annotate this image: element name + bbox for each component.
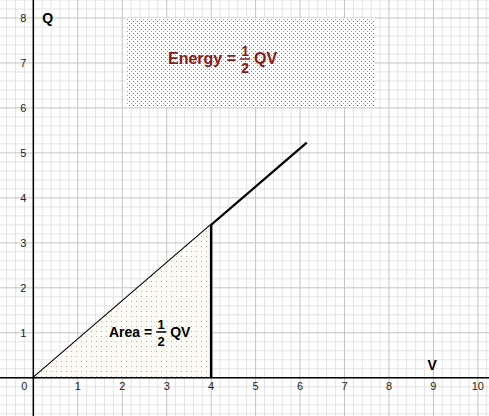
minor-grid-line (486, 0, 487, 416)
minor-grid-line (6, 0, 7, 416)
minor-grid-line (0, 260, 489, 261)
minor-grid-line (0, 179, 489, 180)
minor-grid-line (0, 224, 489, 225)
minor-grid-line (442, 0, 443, 416)
x-tick-label: 3 (164, 380, 170, 392)
x-tick-label: 9 (430, 380, 436, 392)
grid-line (0, 152, 489, 153)
annotation-numerator: 1 (241, 43, 249, 59)
minor-grid-line (0, 278, 489, 279)
minor-grid-line (0, 395, 489, 396)
x-tick-label: 6 (297, 380, 303, 392)
annotation-denominator: 2 (158, 334, 165, 349)
x-tick-label: 2 (119, 380, 125, 392)
y-tick-label: 7 (20, 57, 26, 69)
grid-line (477, 0, 478, 416)
minor-grid-line (424, 0, 425, 416)
area (33, 225, 211, 378)
x-tick-label: 8 (386, 380, 392, 392)
minor-grid-line (0, 134, 489, 135)
line (33, 143, 306, 378)
y-tick-label: 6 (20, 102, 26, 114)
y-tick-label: 5 (20, 147, 26, 159)
minor-grid-line (0, 161, 489, 162)
minor-grid-line (0, 0, 489, 1)
chart: 01234567891012345678QVEnergy =12QVArea =… (0, 0, 489, 416)
grid-line (0, 242, 489, 243)
minor-grid-line (460, 0, 461, 416)
annotation-text: Energy = (168, 50, 236, 67)
minor-grid-line (397, 0, 398, 416)
minor-grid-line (0, 314, 489, 315)
grid-line (0, 332, 489, 333)
minor-grid-line (0, 233, 489, 234)
x-tick-label: 4 (208, 380, 214, 392)
minor-grid-line (0, 8, 489, 9)
minor-grid-line (51, 0, 52, 416)
minor-grid-line (0, 386, 489, 387)
y-tick-label: 2 (20, 282, 26, 294)
annotation-suffix: QV (170, 324, 191, 340)
minor-grid-line (0, 404, 489, 405)
minor-grid-line (0, 188, 489, 189)
x-tick-label: 10 (472, 380, 484, 392)
plot-data (33, 143, 306, 378)
minor-grid-line (0, 125, 489, 126)
y-tick-label: 1 (20, 327, 26, 339)
minor-grid-line (0, 251, 489, 252)
fraction-bar (156, 331, 166, 333)
minor-grid-line (0, 143, 489, 144)
x-axis (0, 377, 489, 379)
y-axis (33, 0, 35, 416)
x-tick-label: 0 (21, 380, 27, 392)
grid-line (0, 377, 489, 378)
minor-grid-line (451, 0, 452, 416)
minor-grid-line (15, 0, 16, 416)
minor-grid-line (0, 323, 489, 324)
x-axis-label: V (427, 357, 437, 373)
minor-grid-line (0, 215, 489, 216)
annotation: Energy = 12 QV (168, 43, 277, 76)
grid (0, 0, 489, 416)
minor-grid-line (380, 0, 381, 416)
minor-grid-line (0, 305, 489, 306)
annotation-numerator: 1 (158, 317, 165, 332)
annotation-denominator: 2 (241, 60, 249, 76)
minor-grid-line (0, 170, 489, 171)
minor-grid-line (0, 269, 489, 270)
annotation-text: Area = (109, 324, 152, 340)
minor-grid-line (42, 0, 43, 416)
minor-grid-line (406, 0, 407, 416)
grid-line (433, 0, 434, 416)
minor-grid-line (0, 413, 489, 414)
annotation: Area = 1 2 QV (109, 317, 191, 349)
minor-grid-line (0, 206, 489, 207)
x-tick-label: 1 (75, 380, 81, 392)
y-tick-label: 3 (20, 237, 26, 249)
minor-grid-line (415, 0, 416, 416)
grid-line (33, 0, 34, 416)
x-tick-label: 5 (253, 380, 259, 392)
y-tick-label: 4 (20, 192, 26, 204)
annotation-box (126, 18, 374, 107)
area-edge (210, 225, 213, 378)
x-tick-label: 7 (341, 380, 347, 392)
minor-grid-line (468, 0, 469, 416)
grid-line (0, 107, 489, 108)
y-tick-label: 8 (20, 12, 26, 24)
grid-line (388, 0, 389, 416)
y-axis-label: Q (42, 10, 53, 26)
grid-line (0, 287, 489, 288)
minor-grid-line (0, 116, 489, 117)
annotation-suffix: QV (254, 50, 277, 67)
minor-grid-line (0, 296, 489, 297)
